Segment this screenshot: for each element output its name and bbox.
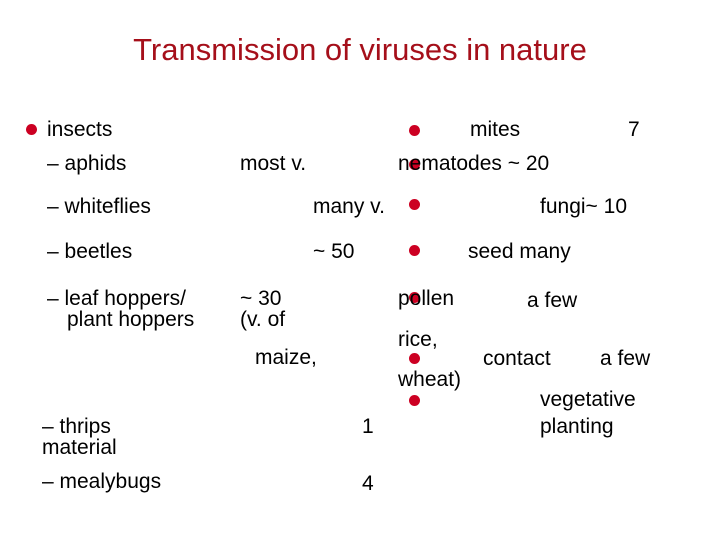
- pollen-count: a few: [527, 289, 578, 312]
- mites-label: mites: [470, 118, 521, 141]
- aphids-count: most v.: [240, 152, 307, 175]
- leafhoppers-note-line1: (v. of: [240, 308, 286, 331]
- aphids-label: – aphids: [47, 152, 127, 175]
- bullet-fungi-icon: [409, 199, 420, 210]
- seed-label: seed many: [468, 240, 571, 263]
- bullet-insects-icon: [26, 124, 37, 135]
- bullet-contact-icon: [409, 353, 420, 364]
- bullet-nematodes-icon: [409, 159, 420, 170]
- mealybugs-label: – mealybugs: [42, 470, 162, 493]
- bullet-seed-icon: [409, 245, 420, 256]
- whiteflies-count: many v.: [313, 195, 385, 218]
- thrips-count: 1: [362, 415, 374, 438]
- leafhoppers-note-line2: maize,: [255, 346, 317, 369]
- thrips-label: – thrips: [42, 415, 111, 438]
- rice-label: rice,: [398, 328, 438, 351]
- wheat-label: wheat): [398, 368, 462, 391]
- contact-label: contact: [483, 347, 551, 370]
- leafhoppers-label-line1: – leaf hoppers/: [47, 287, 186, 310]
- nematodes-label: nematodes ~ 20: [398, 152, 550, 175]
- mealybugs-count: 4: [362, 472, 374, 495]
- leafhoppers-label-line2: plant hoppers: [67, 308, 195, 331]
- planting-label: planting: [540, 415, 614, 438]
- contact-count: a few: [600, 347, 651, 370]
- fungi-label: fungi~ 10: [540, 195, 627, 218]
- bullet-pollen-icon: [409, 292, 420, 303]
- bullet-vegetative-icon: [409, 395, 420, 406]
- beetles-label: – beetles: [47, 240, 133, 263]
- pollen-label: pollen: [398, 287, 455, 310]
- whiteflies-label: – whiteflies: [47, 195, 151, 218]
- insects-heading: insects: [47, 118, 113, 141]
- vegetative-label: vegetative: [540, 388, 636, 411]
- page-title: Transmission of viruses in nature: [133, 32, 587, 67]
- bullet-mites-icon: [409, 125, 420, 136]
- beetles-count: ~ 50: [313, 240, 355, 263]
- leafhoppers-count: ~ 30: [240, 287, 282, 310]
- material-label: material: [42, 436, 117, 459]
- mites-count: 7: [628, 118, 640, 141]
